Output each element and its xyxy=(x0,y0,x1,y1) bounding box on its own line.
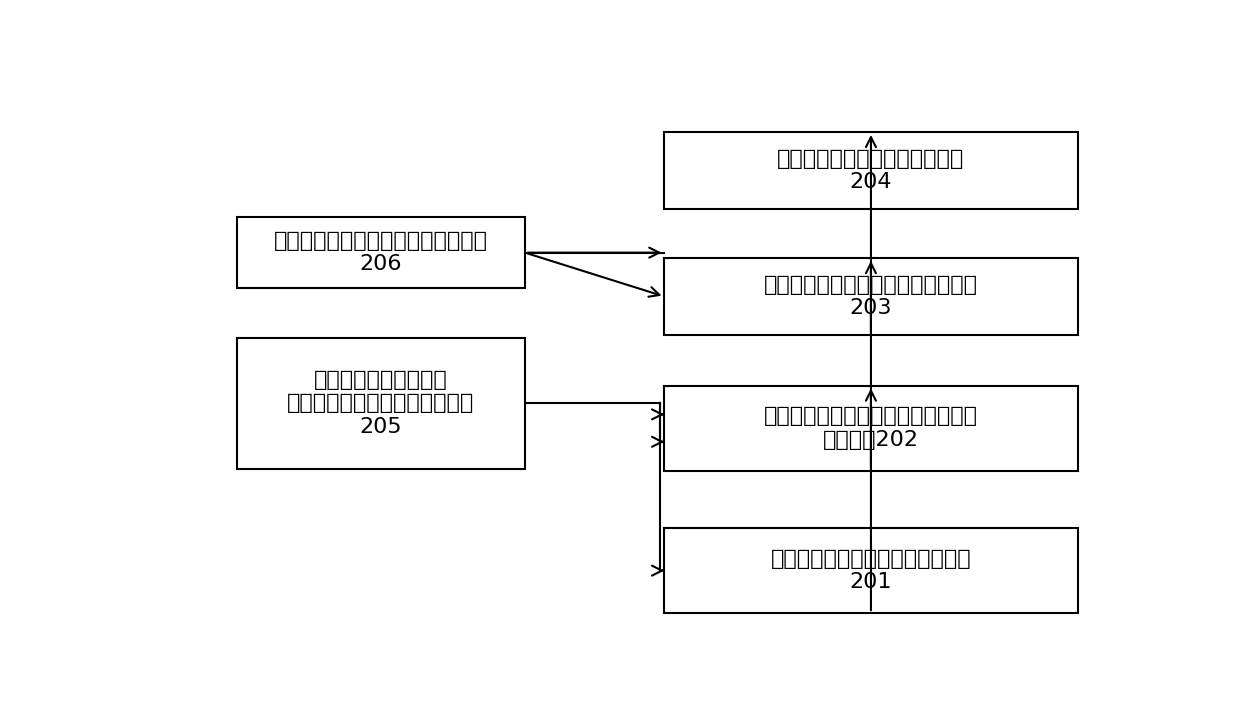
Text: 励磁控制系统开环稳态增益计算模块
203: 励磁控制系统开环稳态增益计算模块 203 xyxy=(764,275,978,318)
Text: 发电机组及励磁控制系统模型参数库
206: 发电机组及励磁控制系统模型参数库 206 xyxy=(274,231,487,274)
Bar xyxy=(665,258,1078,335)
Text: 无扰动稳定运行状态在线判断模块
201: 无扰动稳定运行状态在线判断模块 201 xyxy=(770,549,971,592)
Bar xyxy=(237,337,525,469)
Text: 无功电流补偿率的在线计算模块
204: 无功电流补偿率的在线计算模块 204 xyxy=(777,149,965,192)
Bar xyxy=(665,386,1078,471)
Text: 发电机组电气量与控制变量的标幺值
计算模块202: 发电机组电气量与控制变量的标幺值 计算模块202 xyxy=(764,407,978,450)
Bar xyxy=(665,528,1078,613)
Bar xyxy=(665,132,1078,209)
Bar xyxy=(237,217,525,288)
Text: 发电机组并网运行状态
及电气与控制变量在线监测模块
205: 发电机组并网运行状态 及电气与控制变量在线监测模块 205 xyxy=(288,370,475,436)
